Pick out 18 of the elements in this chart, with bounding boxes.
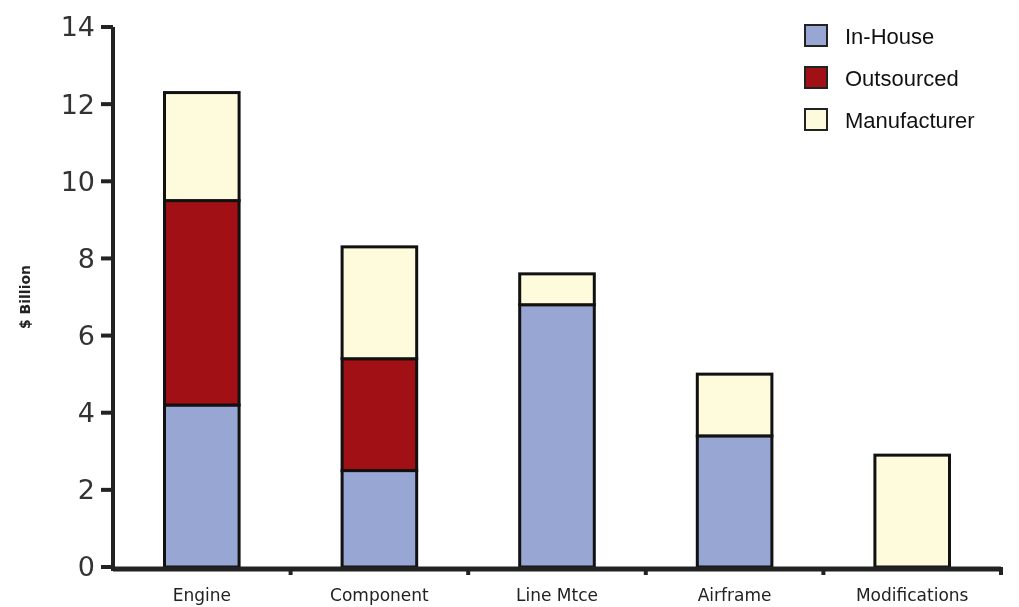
- x-tick-label: Airframe: [697, 585, 772, 605]
- legend-label: In-House: [845, 23, 935, 49]
- y-tick-label: 8: [77, 242, 95, 274]
- legend-label: Manufacturer: [845, 107, 975, 133]
- x-tick-label: Engine: [172, 585, 231, 605]
- y-tick-label: 12: [60, 88, 95, 120]
- y-tick-label: 4: [77, 397, 95, 429]
- y-tick-label: 14: [60, 11, 95, 43]
- x-tick-label: Modifications: [855, 585, 969, 605]
- y-tick-label: 6: [77, 320, 95, 352]
- y-tick-label: 10: [60, 165, 95, 197]
- y-tick-label: 2: [77, 474, 95, 506]
- x-tick-label: Component: [330, 585, 430, 605]
- x-tick-label: Line Mtce: [516, 585, 598, 605]
- y-axis-title: $ Billion: [17, 264, 33, 330]
- legend-label: Outsourced: [845, 65, 959, 91]
- y-tick-label: 0: [77, 551, 95, 583]
- bar: [873, 453, 951, 569]
